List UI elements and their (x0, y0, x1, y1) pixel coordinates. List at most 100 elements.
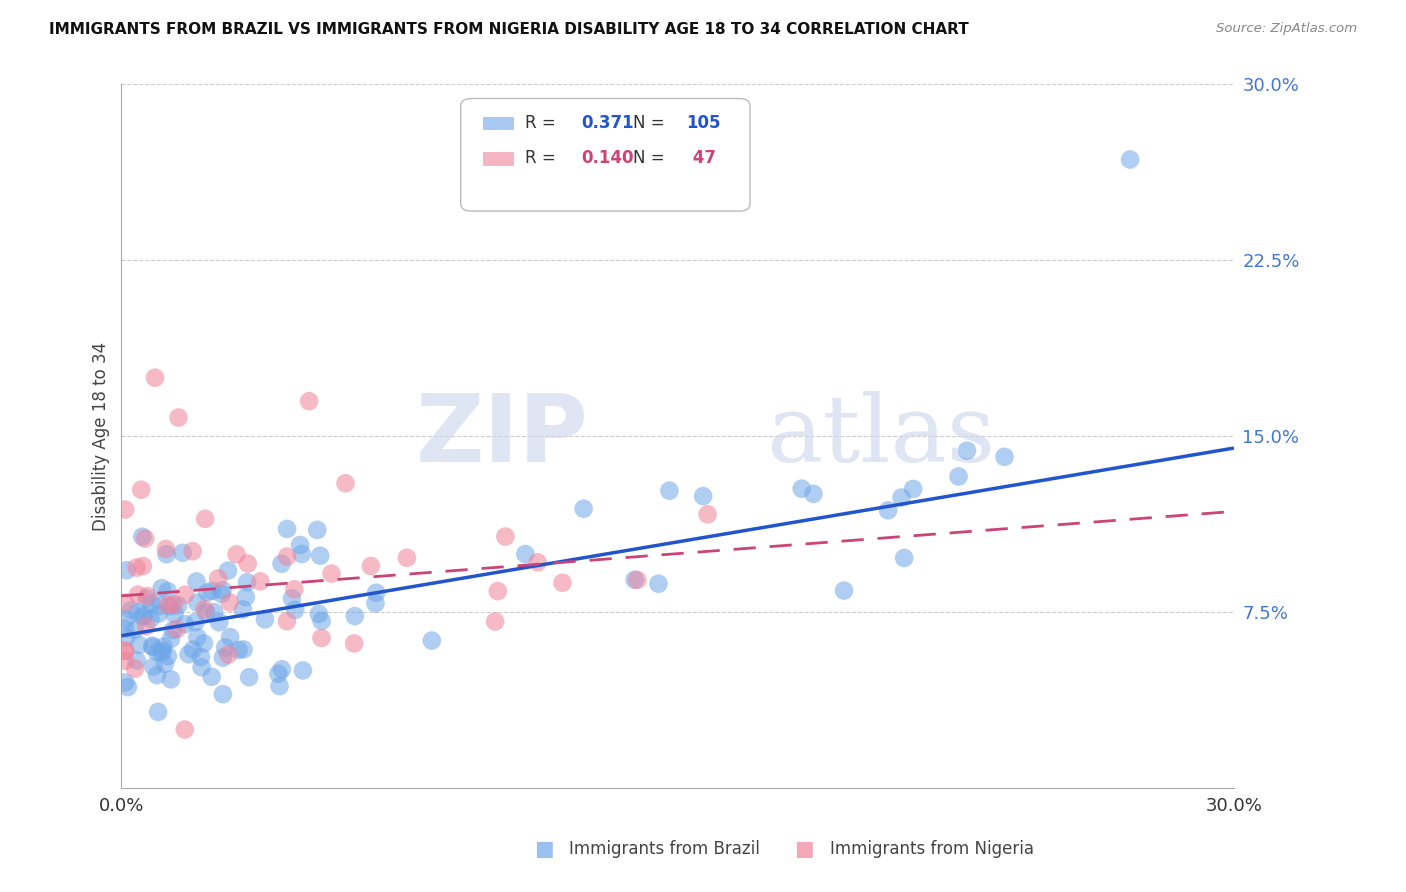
Text: N =: N = (633, 114, 671, 132)
Point (184, 615, 207, 630)
Point (114, 622, 136, 636)
Point (156, 584, 179, 599)
Point (267, 666, 290, 681)
Point (515, 547, 537, 561)
Point (134, 608, 156, 623)
Point (212, 650, 235, 665)
Point (181, 642, 204, 657)
Point (364, 596, 387, 610)
Point (149, 599, 172, 613)
Point (217, 648, 239, 662)
Text: ■: ■ (534, 839, 554, 859)
Point (202, 605, 225, 619)
Point (307, 523, 329, 537)
Point (127, 588, 149, 602)
Point (232, 602, 254, 616)
Point (135, 591, 157, 606)
Text: N =: N = (633, 149, 671, 168)
Point (288, 538, 311, 552)
Point (114, 654, 136, 668)
Point (309, 549, 332, 563)
Y-axis label: Disability Age 18 to 34: Disability Age 18 to 34 (93, 342, 110, 531)
Point (284, 603, 307, 617)
Point (893, 551, 915, 566)
Point (832, 583, 855, 598)
Point (890, 491, 912, 505)
Point (276, 549, 298, 564)
Point (1119, 153, 1142, 167)
Point (152, 644, 174, 658)
Point (141, 639, 163, 653)
Point (153, 657, 176, 671)
Text: R =: R = (526, 114, 561, 132)
Point (141, 640, 163, 654)
Point (143, 370, 166, 384)
Point (163, 607, 186, 621)
Point (232, 642, 254, 657)
Point (270, 557, 292, 571)
Point (790, 482, 813, 496)
Point (276, 522, 298, 536)
Point (194, 512, 217, 526)
Point (291, 664, 314, 678)
Text: ZIP: ZIP (416, 391, 589, 483)
Point (311, 631, 333, 645)
Point (201, 670, 224, 684)
Point (131, 530, 153, 544)
Point (228, 643, 250, 657)
Point (127, 606, 149, 620)
FancyBboxPatch shape (484, 152, 513, 165)
Point (225, 547, 247, 561)
Point (186, 574, 208, 589)
Point (235, 590, 257, 604)
Point (160, 599, 183, 614)
Point (276, 614, 298, 628)
Point (173, 723, 195, 737)
Point (236, 575, 259, 590)
Point (877, 503, 900, 517)
Point (238, 670, 260, 684)
Point (494, 530, 516, 544)
Point (166, 622, 188, 636)
Point (142, 660, 165, 674)
Point (167, 410, 190, 425)
Point (572, 501, 595, 516)
Point (486, 584, 509, 599)
Point (160, 632, 183, 646)
Point (124, 623, 146, 637)
Text: ■: ■ (794, 839, 814, 859)
Point (150, 646, 173, 660)
Point (201, 583, 224, 598)
Point (658, 483, 681, 498)
Point (155, 547, 177, 561)
Point (146, 668, 169, 682)
Point (335, 476, 357, 491)
Point (803, 487, 825, 501)
Point (167, 599, 190, 613)
Point (692, 489, 714, 503)
Point (181, 544, 204, 558)
Point (395, 550, 418, 565)
Point (696, 508, 718, 522)
Point (420, 633, 443, 648)
Point (186, 596, 208, 610)
Point (366, 586, 388, 600)
Point (253, 612, 276, 626)
Point (139, 612, 162, 626)
Point (993, 450, 1015, 464)
Point (114, 595, 136, 609)
Point (343, 636, 366, 650)
Point (174, 617, 197, 632)
Point (160, 673, 183, 687)
Point (956, 443, 979, 458)
Point (152, 640, 174, 654)
Point (125, 560, 148, 574)
Point (623, 573, 645, 587)
Text: Immigrants from Nigeria: Immigrants from Nigeria (830, 840, 1033, 858)
Text: R =: R = (526, 149, 561, 168)
Point (218, 595, 240, 609)
Point (281, 591, 304, 606)
Point (195, 606, 218, 620)
Point (117, 680, 139, 694)
Text: IMMIGRANTS FROM BRAZIL VS IMMIGRANTS FROM NIGERIA DISABILITY AGE 18 TO 34 CORREL: IMMIGRANTS FROM BRAZIL VS IMMIGRANTS FRO… (49, 22, 969, 37)
